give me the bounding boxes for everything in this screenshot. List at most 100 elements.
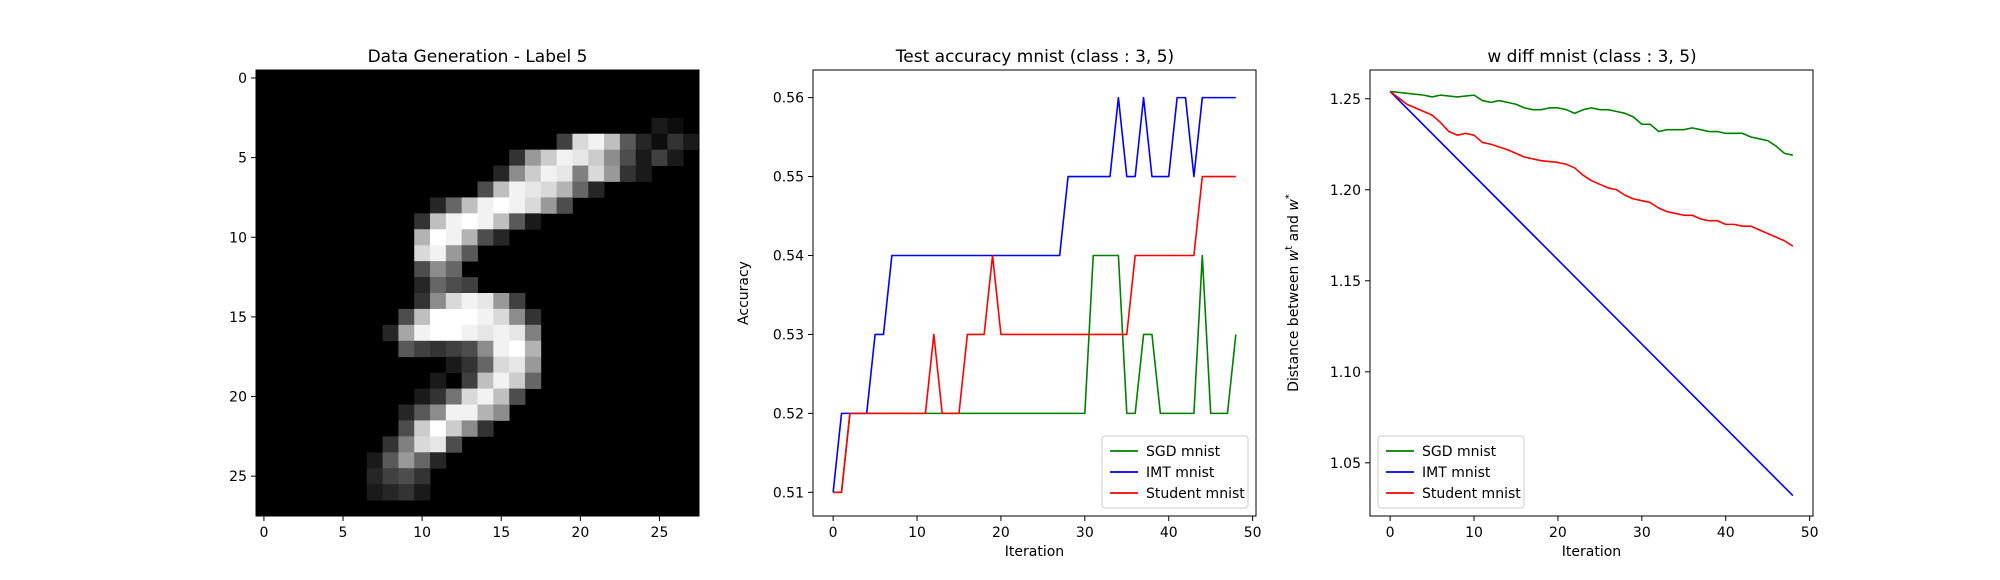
image-pixel: [619, 149, 637, 166]
image-pixel: [509, 308, 526, 326]
image-pixel: [366, 484, 383, 501]
image-pixel: [667, 149, 684, 166]
image-pixel: [414, 468, 431, 485]
image-pixel: [493, 165, 510, 182]
image-pixel: [430, 340, 447, 358]
image-pixel: [604, 133, 621, 151]
image-pixel: [667, 133, 684, 151]
y-axis-ticks: 1.05 1.10 1.15 1.20 1.25: [1330, 92, 1370, 472]
image-pixel: [445, 229, 463, 246]
x-tick-label: 10: [413, 525, 431, 541]
image-pixel: [414, 388, 431, 405]
image-pixel: [509, 149, 526, 166]
image-pixel: [588, 181, 605, 198]
image-pixel: [524, 324, 542, 342]
image-pixel: [445, 388, 463, 405]
image-pixel: [398, 340, 415, 358]
image-pixel: [382, 324, 399, 342]
image-pixel: [651, 133, 668, 151]
image-pixel: [493, 340, 510, 358]
image-pixel: [430, 245, 447, 262]
series-line: [833, 175, 1236, 494]
image-pixel: [540, 181, 558, 198]
y-tick-label: 25: [229, 469, 247, 485]
x-tick-label: 30: [1633, 525, 1651, 541]
y-tick-label: 1.15: [1330, 274, 1361, 290]
image-pixel: [414, 229, 431, 246]
x-tick-label: 25: [651, 525, 669, 541]
legend-label: SGD mnist: [1422, 444, 1497, 460]
image-pixel: [430, 229, 447, 246]
image-pixel: [524, 197, 542, 214]
image-pixel: [509, 197, 526, 214]
x-tick-label: 20: [1549, 525, 1567, 541]
image-pixel: [461, 197, 478, 214]
image-pixel: [667, 117, 684, 135]
x-tick-label: 0: [829, 525, 838, 541]
y-tick-label: 20: [229, 390, 247, 406]
image-pixel: [509, 213, 526, 230]
panel-w-diff: w diff mnist (class : 3, 5) 0 10 20 30 40 50 …: [1284, 47, 1819, 560]
image-pixel: [509, 340, 526, 358]
image-pixel: [461, 277, 478, 294]
image-pixel: [477, 213, 494, 230]
y-tick-label: 0: [238, 71, 247, 87]
image-pixel: [414, 308, 431, 326]
y-tick-label: 0.53: [773, 327, 804, 343]
image-pixel: [477, 420, 494, 437]
image-pixel: [430, 293, 447, 310]
axes-frame: [812, 69, 1257, 517]
image-pixel: [414, 245, 431, 262]
image-pixel: [382, 436, 399, 453]
series-lines: [1389, 90, 1794, 497]
image-pixel: [477, 197, 494, 214]
image-pixel: [461, 308, 478, 326]
image-pixel: [461, 324, 478, 342]
image-pixel: [509, 388, 526, 405]
image-pixel: [509, 165, 526, 182]
y-tick-label: 0.55: [773, 170, 804, 186]
image-pixel: [493, 181, 510, 198]
image-pixel: [461, 372, 478, 389]
image-pixel: [445, 293, 463, 310]
x-tick-label: 10: [908, 525, 926, 541]
x-axis-label: Iteration: [1562, 544, 1621, 560]
image-pixel: [524, 149, 542, 166]
image-pixel: [445, 324, 463, 342]
image-pixel: [493, 213, 510, 230]
image-pixel: [524, 213, 542, 230]
image-pixel: [430, 372, 447, 389]
image-pixel: [540, 149, 558, 166]
y-axis-label: Accuracy: [736, 261, 752, 325]
image-pixel: [461, 245, 478, 262]
y-tick-label: 0.52: [773, 406, 804, 422]
image-pixels: [366, 117, 700, 501]
image-pixel: [414, 293, 431, 310]
image-pixel: [430, 324, 447, 342]
image-pixel: [493, 372, 510, 389]
image-pixel: [445, 404, 463, 421]
x-tick-label: 0: [259, 525, 268, 541]
image-pixel: [509, 372, 526, 389]
series-line: [1390, 90, 1794, 156]
image-pixel: [588, 133, 605, 151]
legend-label: IMT mnist: [1422, 465, 1491, 481]
image-pixel: [493, 197, 510, 214]
y-tick-label: 1.10: [1330, 365, 1361, 381]
image-pixel: [493, 404, 510, 421]
image-pixel: [683, 133, 700, 151]
image-pixel: [493, 388, 510, 405]
image-pixel: [477, 181, 494, 198]
image-pixel: [588, 149, 605, 166]
image-pixel: [430, 261, 447, 278]
y-tick-label: 10: [229, 230, 247, 246]
axes-frame: [255, 69, 700, 517]
image-pixel: [461, 340, 478, 358]
image-pixel: [604, 165, 621, 182]
image-pixel: [509, 324, 526, 342]
image-pixel: [524, 356, 542, 374]
image-pixel: [414, 452, 431, 469]
image-pixel: [445, 308, 463, 326]
image-pixel: [414, 261, 431, 278]
image-pixel: [635, 165, 652, 182]
